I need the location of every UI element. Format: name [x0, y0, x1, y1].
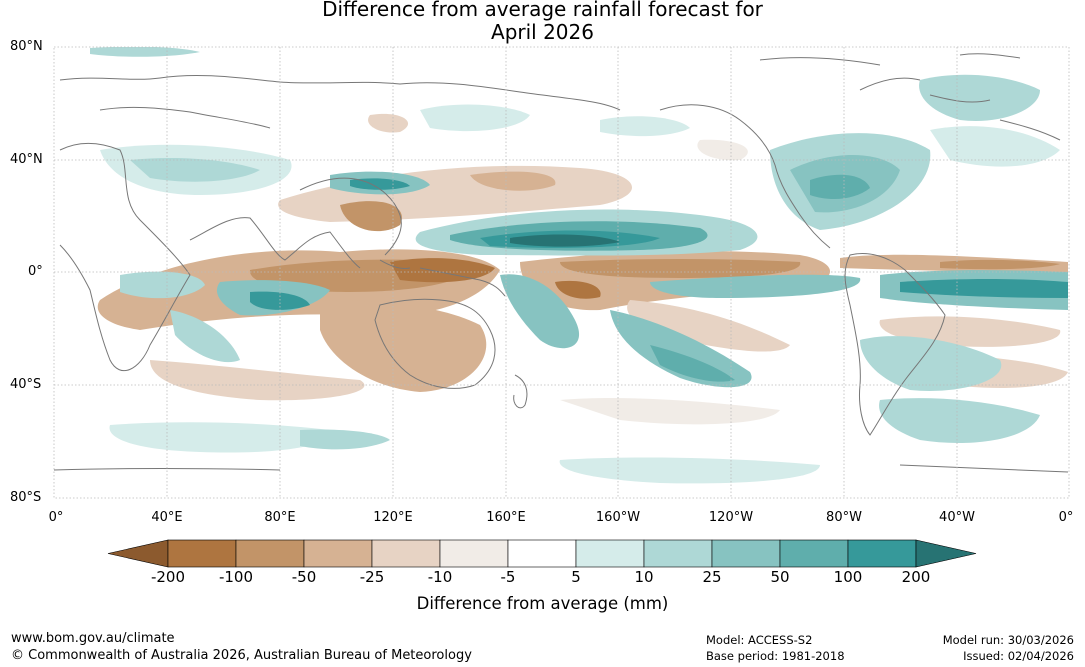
map-frame [53, 46, 1070, 499]
legend-swatch-2 [235, 539, 305, 568]
legend-tick-label: 100 [833, 568, 863, 586]
map-title-line2: April 2026 [491, 20, 594, 44]
rainfall-anomaly-map [53, 46, 1070, 568]
lon-label-80e: 80°E [264, 510, 296, 525]
lon-label-0: 0° [48, 510, 64, 525]
legend-tick-label: 200 [901, 568, 931, 586]
legend-tick-label: -200 [150, 568, 186, 586]
legend-swatch-10 [779, 539, 849, 568]
footer-model-run: Model run: 30/03/2026 [942, 633, 1074, 647]
legend-swatch-4 [371, 539, 441, 568]
legend-swatch-8 [643, 539, 713, 568]
legend-swatch-9 [711, 539, 781, 568]
lon-label-160e: 160°E [486, 510, 526, 525]
legend-swatch-6 [507, 539, 577, 568]
footer-copyright: © Commonwealth of Australia 2026, Austra… [11, 648, 472, 663]
legend-tick-label: -100 [218, 568, 254, 586]
legend-colorbar [107, 539, 977, 568]
legend-swatch-1 [167, 539, 237, 568]
legend-title: Difference from average (mm) [416, 594, 669, 613]
legend-tick-label: 5 [571, 568, 581, 586]
coastlines [54, 53, 1069, 473]
footer-issued: Issued: 02/04/2026 [963, 649, 1074, 663]
lon-label-0-right: 0° [1058, 510, 1074, 525]
lat-label-40n: 40°N [10, 152, 43, 167]
footer-website: www.bom.gov.au/climate [11, 631, 175, 646]
legend-tick-label: 25 [702, 568, 722, 586]
footer-base-period: Base period: 1981-2018 [706, 649, 845, 663]
lon-label-80w: 80°W [826, 510, 862, 525]
lon-label-160w: 160°W [595, 510, 641, 525]
lon-label-40w: 40°W [939, 510, 975, 525]
lat-label-80s: 80°S [10, 490, 42, 505]
legend-extend-high [915, 539, 977, 568]
lat-label-80n: 80°N [10, 39, 43, 54]
graticule [54, 47, 1069, 498]
legend-swatch-5 [439, 539, 509, 568]
lat-label-equator: 0° [28, 264, 43, 279]
legend-tick-label: -5 [500, 568, 516, 586]
legend-tick-label: -25 [359, 568, 385, 586]
footer-model: Model: ACCESS-S2 [706, 633, 813, 647]
lon-label-120w: 120°W [708, 510, 754, 525]
lon-label-120e: 120°E [373, 510, 413, 525]
legend-tick-label: -10 [427, 568, 453, 586]
legend-tick-label: -50 [291, 568, 317, 586]
map-title-line1: Difference from average rainfall forecas… [322, 0, 763, 21]
wet-anomaly-areas [90, 47, 1068, 484]
legend-swatch-3 [303, 539, 373, 568]
lat-label-40s: 40°S [10, 377, 42, 392]
anomaly-shading [54, 47, 1069, 498]
legend-swatch-11 [847, 539, 917, 568]
legend-tick-label: 50 [770, 568, 790, 586]
legend-swatch-7 [575, 539, 645, 568]
legend-extend-low [107, 539, 169, 568]
legend-tick-label: 10 [634, 568, 654, 586]
lon-label-40e: 40°E [151, 510, 183, 525]
